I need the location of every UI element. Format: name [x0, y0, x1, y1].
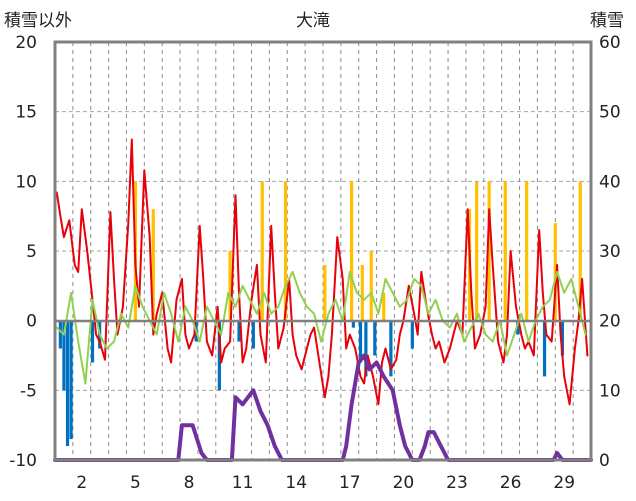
bar-series-2-bar — [553, 223, 557, 321]
x-tick-label: 26 — [500, 473, 522, 493]
bar-series-3-bar — [410, 320, 414, 349]
y-left-tick-label: -5 — [20, 381, 37, 401]
bar-series-2-bar — [151, 209, 155, 321]
bar-series-3-bar — [251, 320, 255, 349]
y-right-tick-label: 60 — [599, 33, 621, 53]
bar-series-3-bar — [542, 320, 547, 377]
bar-series-2-bar — [475, 181, 479, 321]
line-series-0 — [55, 138, 589, 406]
bar-series-3-bar — [560, 320, 565, 356]
chart-title: 大滝 — [296, 11, 330, 31]
x-tick-label: 17 — [339, 473, 361, 493]
bar-series-3-bar — [58, 320, 62, 349]
bar-series-3-bar — [90, 320, 95, 363]
bar-series-2-bar — [260, 181, 264, 321]
plot-frame — [53, 40, 593, 462]
bar-series-2-bar — [487, 181, 491, 321]
y-left-tick-label: 20 — [15, 33, 37, 53]
x-tick-label: 14 — [285, 473, 307, 493]
bar-series-2-bar — [323, 264, 327, 321]
bar-series-3-bar — [364, 320, 368, 377]
y-left-tick-label: -10 — [9, 451, 37, 471]
bar-series-2-bar — [228, 251, 232, 321]
y-right-tick-label: 0 — [599, 451, 610, 471]
y-left-tick-label: 10 — [15, 172, 37, 192]
bar-series-2-bar — [283, 181, 288, 321]
bar-series-3-bar — [389, 320, 393, 377]
x-tick-label: 11 — [232, 473, 254, 493]
line-series-1 — [55, 270, 587, 385]
left-axis-title: 積雪以外 — [4, 11, 72, 31]
y-left-tick-label: 5 — [26, 242, 37, 262]
y-right-tick-label: 30 — [599, 242, 621, 262]
bar-series-2-bar — [349, 181, 354, 321]
x-tick-label: 20 — [393, 473, 415, 493]
bar-series-3-bar — [62, 320, 66, 391]
x-tick-label: 29 — [553, 473, 575, 493]
bar-series-2-bar — [369, 251, 373, 321]
bar-series-2-bar — [578, 181, 582, 321]
bar-series-2-bar — [525, 181, 529, 321]
bar-series-3-bar — [351, 320, 355, 328]
bar-series-3-bar — [358, 320, 363, 363]
right-axis-title: 積雪 — [590, 11, 624, 31]
y-right-tick-label: 40 — [599, 172, 621, 192]
bar-series-2-bar — [503, 181, 507, 321]
y-right-tick-label: 50 — [599, 103, 621, 123]
x-tick-label: 5 — [130, 473, 141, 493]
bar-series-3-bar — [237, 320, 241, 342]
bar-series-3-bar — [69, 320, 73, 440]
bar-series-3-bar — [65, 320, 70, 447]
x-tick-label: 2 — [76, 473, 87, 493]
x-tick-label: 8 — [184, 473, 195, 493]
bar-series-3-bar — [217, 320, 221, 391]
bar-series-3-bar — [373, 320, 377, 356]
bar-series-group — [58, 181, 582, 447]
y-left-tick-label: 0 — [26, 312, 37, 332]
tick-label-group: -10 -5 0 5 10 15 20 0 10 20 30 40 50 60 2 5 8 11 14 17 20 23 2… — [9, 33, 620, 493]
x-tick-label: 23 — [446, 473, 468, 493]
y-right-tick-label: 10 — [599, 381, 621, 401]
bar-series-3-bar — [516, 320, 520, 335]
y-right-tick-label: 20 — [599, 312, 621, 332]
bar-series-2-bar — [382, 292, 386, 321]
bar-series-2-bar — [360, 264, 364, 321]
y-left-tick-label: 15 — [15, 103, 37, 123]
